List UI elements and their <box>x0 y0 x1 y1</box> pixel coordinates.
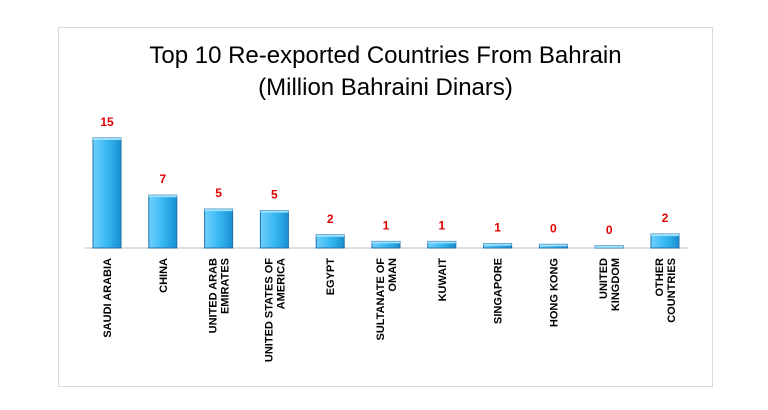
data-label: 15 <box>100 115 114 129</box>
bar-cap <box>204 209 233 212</box>
data-label: 1 <box>494 221 501 235</box>
bar-cap <box>539 244 568 247</box>
category-tick-label: UNITED STATES OFAMERICA <box>263 258 287 362</box>
bar-cap <box>427 241 456 244</box>
bar-group: 1 SINGAPORE <box>483 221 513 324</box>
bar-group: 1 SULTANATE OFOMAN <box>371 218 401 341</box>
data-label: 1 <box>383 218 390 232</box>
bar-group: 7 CHINA <box>148 172 178 293</box>
data-label: 5 <box>271 188 278 202</box>
data-label: 1 <box>438 218 445 232</box>
bar-cap <box>595 245 624 248</box>
data-label: 0 <box>606 223 613 237</box>
bar-cap <box>372 241 400 244</box>
bar-group: 2 OTHERCOUNTRIES <box>650 211 680 323</box>
bar-group: 0 HONG KONG <box>538 221 568 327</box>
category-tick-label: UNITEDKINGDOM <box>598 258 622 311</box>
bar <box>92 137 122 249</box>
data-label: 7 <box>159 172 166 186</box>
bar-group: 15 SAUDI ARABIA <box>92 115 122 338</box>
bar-cap <box>93 138 121 140</box>
category-tick-label: CHINA <box>158 258 170 293</box>
data-label: 2 <box>662 211 669 225</box>
category-tick-label: OTHERCOUNTRIES <box>654 258 678 323</box>
bar-cap <box>148 195 177 198</box>
category-tick-label: HONG KONG <box>548 258 560 327</box>
category-tick-label: KUWAIT <box>437 258 449 302</box>
bar <box>204 208 234 249</box>
category-tick-label: SAUDI ARABIA <box>102 258 114 338</box>
bar-cap <box>260 210 289 213</box>
bar-group: 1 KUWAIT <box>427 218 457 302</box>
category-tick-label: UNITED ARABEMIRATES <box>208 258 232 333</box>
bar <box>259 210 289 249</box>
chart-title: Top 10 Re-exported Countries From Bahrai… <box>59 40 712 104</box>
bar <box>148 194 178 249</box>
chart-title-line: Top 10 Re-exported Countries From Bahrai… <box>149 42 622 69</box>
category-tick-label: SULTANATE OFOMAN <box>375 258 399 341</box>
bar <box>650 233 680 249</box>
data-label: 2 <box>327 212 334 226</box>
data-label: 0 <box>550 221 557 235</box>
bar-group: 2 EGYPT <box>315 212 345 296</box>
category-tick-label: SINGAPORE <box>493 258 505 324</box>
data-label: 5 <box>215 186 222 200</box>
bar-cap <box>651 234 679 237</box>
bar-cap <box>483 243 512 246</box>
category-tick-label: EGYPT <box>325 258 337 296</box>
bar-group: 0 UNITEDKINGDOM <box>594 223 624 311</box>
bar-cap <box>316 234 345 237</box>
bar-group: 5 UNITED ARABEMIRATES <box>204 186 234 333</box>
chart-subtitle: (Million Bahraini Dinars) <box>258 74 513 101</box>
bar-group: 5 UNITED STATES OFAMERICA <box>259 188 289 362</box>
